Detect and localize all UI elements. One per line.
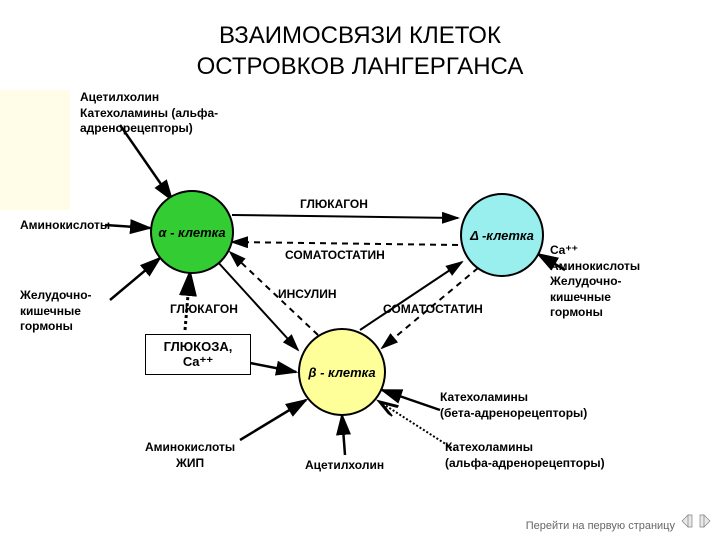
label-amino-jip: Аминокислоты ЖИП — [145, 440, 235, 471]
label-top-left: Ацетилхолин Катехоламины (альфа- адренор… — [80, 90, 218, 137]
delta-cell-label: Δ -клетка — [470, 228, 534, 243]
label-cat-alpha: Катехоламины (альфа-адренорецепторы) — [445, 440, 605, 471]
edge-somatostatin-right: СОМАТОСТАТИН — [383, 302, 483, 316]
label-acetyl-bottom: Ацетилхолин — [305, 458, 384, 474]
diagram-area: α - клетка Δ -клетка β - клетка ГЛЮКАГОН… — [0, 100, 720, 520]
nav-arrows[interactable] — [680, 513, 712, 534]
label-right-group: Ca⁺⁺ Аминокислоты Желудочно- кишечные го… — [550, 243, 640, 321]
delta-cell: Δ -клетка — [460, 193, 544, 277]
alpha-cell-label: α - клетка — [158, 225, 225, 240]
label-amino-left: Аминокислоты — [20, 218, 110, 234]
edge-glucagon-left: ГЛЮКАГОН — [170, 302, 238, 316]
title-line1: ВЗАИМОСВЯЗИ КЛЕТОК — [219, 22, 501, 49]
edge-somatostatin-top: СОМАТОСТАТИН — [285, 248, 385, 262]
label-gi-left: Желудочно- кишечные гормоны — [20, 288, 92, 335]
beta-cell: β - клетка — [298, 328, 386, 416]
alpha-cell: α - клетка — [150, 190, 234, 274]
edge-glucagon-top: ГЛЮКАГОН — [300, 197, 368, 211]
label-cat-beta: Катехоламины (бета-адренорецепторы) — [440, 390, 587, 421]
edge-insulin: ИНСУЛИН — [278, 287, 337, 301]
glucose-box-text: ГЛЮКОЗА, Ca⁺⁺ — [164, 339, 233, 369]
title-line2: ОСТРОВКОВ ЛАНГЕРГАНСА — [197, 53, 524, 80]
beta-cell-label: β - клетка — [308, 365, 375, 380]
footer-link[interactable]: Перейти на первую страницу — [526, 520, 675, 532]
glucose-box: ГЛЮКОЗА, Ca⁺⁺ — [145, 334, 251, 375]
